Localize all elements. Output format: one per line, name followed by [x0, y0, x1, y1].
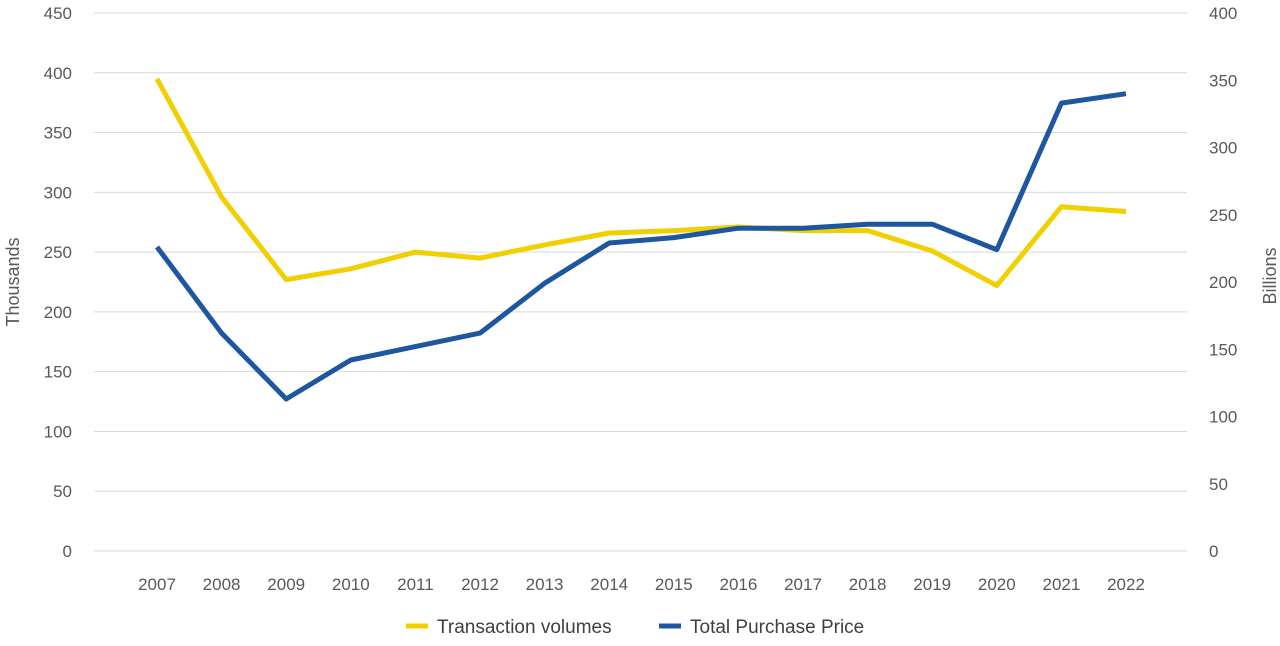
x-tick-label: 2011	[397, 575, 434, 594]
right-tick-label: 300	[1209, 139, 1237, 158]
left-tick-label: 150	[44, 363, 72, 382]
left-axis-title: Thousands	[3, 237, 23, 326]
x-tick-label: 2016	[719, 575, 757, 594]
gridlines	[94, 12, 1187, 552]
series-line-transaction-volumes	[154, 77, 1127, 289]
x-tick-label: 2009	[267, 575, 305, 594]
left-tick-label: 300	[44, 183, 72, 202]
right-tick-label: 50	[1209, 475, 1228, 494]
right-tick-label: 150	[1209, 340, 1237, 359]
x-tick-label: 2021	[1042, 575, 1080, 594]
x-tick-label: 2019	[913, 575, 951, 594]
x-tick-label: 2008	[203, 575, 241, 594]
right-tick-label: 400	[1209, 4, 1237, 23]
series-lines	[154, 77, 1127, 402]
right-axis-title: Billions	[1260, 247, 1280, 304]
legend-label: Total Purchase Price	[690, 617, 864, 638]
x-tick-label: 2013	[526, 575, 564, 594]
left-tick-label: 0	[63, 542, 72, 561]
x-tick-label: 2017	[784, 575, 822, 594]
legend-label: Transaction volumes	[437, 617, 612, 638]
x-tick-label: 2012	[461, 575, 499, 594]
x-tick-label: 2014	[590, 575, 628, 594]
x-tick-label: 2015	[655, 575, 693, 594]
x-tick-label: 2007	[138, 575, 176, 594]
right-tick-label: 100	[1209, 408, 1237, 427]
left-tick-label: 350	[44, 124, 72, 143]
series-line-total-purchase-price	[155, 91, 1127, 402]
x-tick-label: 2018	[849, 575, 887, 594]
left-tick-label: 400	[44, 64, 72, 83]
x-tick-label: 2022	[1107, 575, 1145, 594]
left-tick-label: 100	[44, 422, 72, 441]
right-tick-label: 200	[1209, 273, 1237, 292]
right-tick-label: 0	[1209, 542, 1218, 561]
right-tick-label: 350	[1209, 71, 1237, 90]
legend: Transaction volumes Total Purchase Price	[406, 617, 864, 638]
left-tick-label: 50	[53, 482, 72, 501]
right-tick-label: 250	[1209, 206, 1237, 225]
x-tick-label: 2020	[978, 575, 1016, 594]
left-axis-ticks: 0 50 100 150 200 250 300 350 400 450	[44, 4, 72, 561]
left-tick-label: 250	[44, 243, 72, 262]
x-axis-ticks: 2007 2008 2009 2010 2011 2012 2013 2014 2015 2016…	[138, 575, 1145, 594]
right-axis-ticks: 0 50 100 150 200 250 300 350 400	[1209, 4, 1237, 561]
left-tick-label: 200	[44, 303, 72, 322]
left-tick-label: 450	[44, 4, 72, 23]
x-tick-label: 2010	[332, 575, 370, 594]
